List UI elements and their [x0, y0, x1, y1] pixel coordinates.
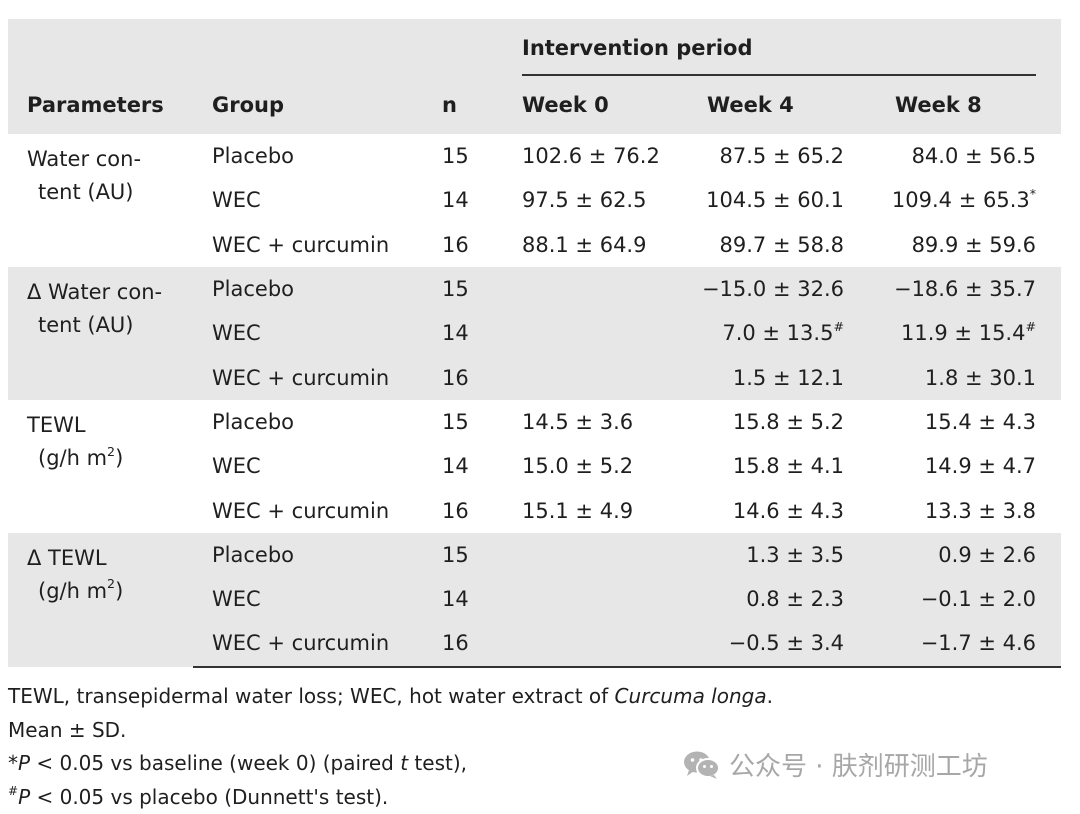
parameter-cell: TEWL(g/h m2) — [8, 400, 193, 533]
group-cell: WEC + curcumin — [193, 488, 423, 532]
header-intervention-period: Intervention period — [503, 19, 1061, 76]
header-week8: Week 8 — [876, 76, 1061, 134]
week8-cell: −1.7 ± 4.6 — [876, 621, 1061, 666]
n-cell: 14 — [423, 311, 503, 355]
week4-cell: 7.0 ± 13.5# — [688, 311, 876, 355]
parameter-cell: Water con-tent (AU) — [8, 134, 193, 267]
week8-cell: 14.9 ± 4.7 — [876, 444, 1061, 488]
n-cell: 14 — [423, 577, 503, 621]
wechat-icon — [683, 750, 721, 780]
group-cell: WEC + curcumin — [193, 621, 423, 666]
header-week4: Week 4 — [688, 76, 876, 134]
week8-cell: −0.1 ± 2.0 — [876, 577, 1061, 621]
group-cell: Placebo — [193, 267, 423, 311]
watermark: 公众号 · 肤剂研测工坊 — [683, 746, 988, 783]
n-cell: 16 — [423, 488, 503, 532]
parameter-cell: Δ TEWL(g/h m2) — [8, 533, 193, 667]
footnote-baseline: *P < 0.05 vs baseline (week 0) (paired t… — [8, 747, 773, 781]
week4-cell: 89.7 ± 58.8 — [688, 223, 876, 267]
results-table-container: Intervention period Parameters Group n W… — [8, 19, 1061, 668]
n-cell: 15 — [423, 267, 503, 311]
group-cell: Placebo — [193, 134, 423, 178]
week8-cell: −18.6 ± 35.7 — [876, 267, 1061, 311]
week8-cell: 11.9 ± 15.4# — [876, 311, 1061, 355]
week8-cell: 13.3 ± 3.8 — [876, 488, 1061, 532]
week0-cell — [503, 267, 688, 311]
week8-cell: 84.0 ± 56.5 — [876, 134, 1061, 178]
week8-cell: 1.8 ± 30.1 — [876, 355, 1061, 399]
group-cell: Placebo — [193, 533, 423, 577]
week4-cell: −15.0 ± 32.6 — [688, 267, 876, 311]
week0-cell: 102.6 ± 76.2 — [503, 134, 688, 178]
intervention-period-rule — [522, 74, 1036, 76]
week8-cell: 0.9 ± 2.6 — [876, 533, 1061, 577]
week8-cell: 89.9 ± 59.6 — [876, 223, 1061, 267]
week0-cell — [503, 355, 688, 399]
header-empty-cell — [423, 19, 503, 76]
n-cell: 14 — [423, 444, 503, 488]
results-table: Intervention period Parameters Group n W… — [8, 19, 1061, 668]
n-cell: 16 — [423, 223, 503, 267]
week0-cell: 15.0 ± 5.2 — [503, 444, 688, 488]
n-cell: 16 — [423, 621, 503, 666]
week4-cell: 87.5 ± 65.2 — [688, 134, 876, 178]
header-week0: Week 0 — [503, 76, 688, 134]
n-cell: 15 — [423, 533, 503, 577]
n-cell: 16 — [423, 355, 503, 399]
group-cell: WEC — [193, 178, 423, 222]
week0-cell: 88.1 ± 64.9 — [503, 223, 688, 267]
group-cell: WEC — [193, 444, 423, 488]
week8-cell: 15.4 ± 4.3 — [876, 400, 1061, 444]
week4-cell: −0.5 ± 3.4 — [688, 621, 876, 666]
header-empty-cell — [193, 19, 423, 76]
week0-cell: 97.5 ± 62.5 — [503, 178, 688, 222]
n-cell: 15 — [423, 134, 503, 178]
week4-cell: 0.8 ± 2.3 — [688, 577, 876, 621]
header-empty-cell — [8, 19, 193, 76]
week0-cell — [503, 311, 688, 355]
table-footnotes: TEWL, transepidermal water loss; WEC, ho… — [8, 680, 773, 814]
week8-cell: 109.4 ± 65.3* — [876, 178, 1061, 222]
week0-cell — [503, 577, 688, 621]
header-parameters: Parameters — [8, 76, 193, 134]
week4-cell: 15.8 ± 4.1 — [688, 444, 876, 488]
week0-cell: 14.5 ± 3.6 — [503, 400, 688, 444]
week4-cell: 14.6 ± 4.3 — [688, 488, 876, 532]
header-n: n — [423, 76, 503, 134]
group-cell: WEC + curcumin — [193, 223, 423, 267]
week0-cell — [503, 621, 688, 666]
group-cell: Placebo — [193, 400, 423, 444]
group-cell: WEC — [193, 311, 423, 355]
week0-cell — [503, 533, 688, 577]
watermark-text: 公众号 · 肤剂研测工坊 — [729, 746, 988, 783]
group-cell: WEC — [193, 577, 423, 621]
footnote-abbreviations: TEWL, transepidermal water loss; WEC, ho… — [8, 680, 773, 714]
intervention-period-label: Intervention period — [522, 36, 753, 60]
week4-cell: 104.5 ± 60.1 — [688, 178, 876, 222]
group-cell: WEC + curcumin — [193, 355, 423, 399]
header-group: Group — [193, 76, 423, 134]
parameter-cell: Δ Water con-tent (AU) — [8, 267, 193, 400]
n-cell: 14 — [423, 178, 503, 222]
n-cell: 15 — [423, 400, 503, 444]
week4-cell: 1.5 ± 12.1 — [688, 355, 876, 399]
week4-cell: 1.3 ± 3.5 — [688, 533, 876, 577]
table-header: Intervention period Parameters Group n W… — [8, 19, 1061, 134]
footnote-placebo: #P < 0.05 vs placebo (Dunnett's test). — [8, 781, 773, 814]
week4-cell: 15.8 ± 5.2 — [688, 400, 876, 444]
week0-cell: 15.1 ± 4.9 — [503, 488, 688, 532]
footnote-mean-sd: Mean ± SD. — [8, 714, 773, 748]
